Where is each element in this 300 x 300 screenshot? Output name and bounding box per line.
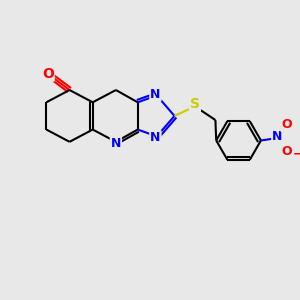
Text: N: N	[150, 131, 161, 144]
Text: −: −	[292, 147, 300, 160]
Text: +: +	[282, 124, 290, 134]
Text: N: N	[272, 130, 283, 143]
Text: S: S	[190, 97, 200, 111]
Text: N: N	[111, 137, 121, 150]
Text: O: O	[42, 67, 54, 81]
Text: O: O	[281, 118, 292, 131]
Text: N: N	[150, 88, 161, 100]
Text: O: O	[281, 146, 292, 158]
